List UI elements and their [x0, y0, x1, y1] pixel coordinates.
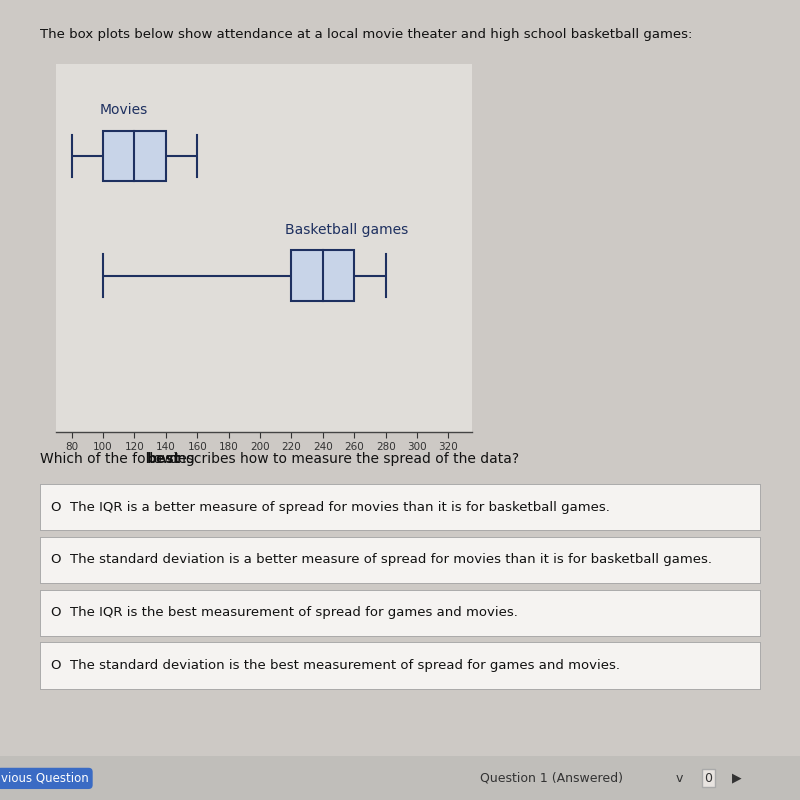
Text: 0: 0 [704, 772, 712, 785]
Text: O  The IQR is a better measure of spread for movies than it is for basketball ga: O The IQR is a better measure of spread … [51, 501, 610, 514]
Text: best: best [146, 452, 181, 466]
Text: Question 1 (Answered): Question 1 (Answered) [480, 772, 623, 785]
Text: v: v [676, 772, 683, 785]
Text: The box plots below show attendance at a local movie theater and high school bas: The box plots below show attendance at a… [40, 28, 692, 41]
Text: describes how to measure the spread of the data?: describes how to measure the spread of t… [166, 452, 519, 466]
Text: O  The standard deviation is the best measurement of spread for games and movies: O The standard deviation is the best mea… [51, 659, 620, 672]
Text: vious Question: vious Question [1, 772, 89, 785]
Bar [291, 250, 354, 301]
Text: Basketball games: Basketball games [285, 223, 408, 237]
Text: O  The standard deviation is a better measure of spread for movies than it is fo: O The standard deviation is a better mea… [51, 554, 712, 566]
Text: Movies: Movies [100, 103, 148, 118]
Bar [103, 130, 166, 182]
Text: Which of the following: Which of the following [40, 452, 199, 466]
Text: ▶: ▶ [732, 772, 742, 785]
Text: O  The IQR is the best measurement of spread for games and movies.: O The IQR is the best measurement of spr… [51, 606, 518, 619]
